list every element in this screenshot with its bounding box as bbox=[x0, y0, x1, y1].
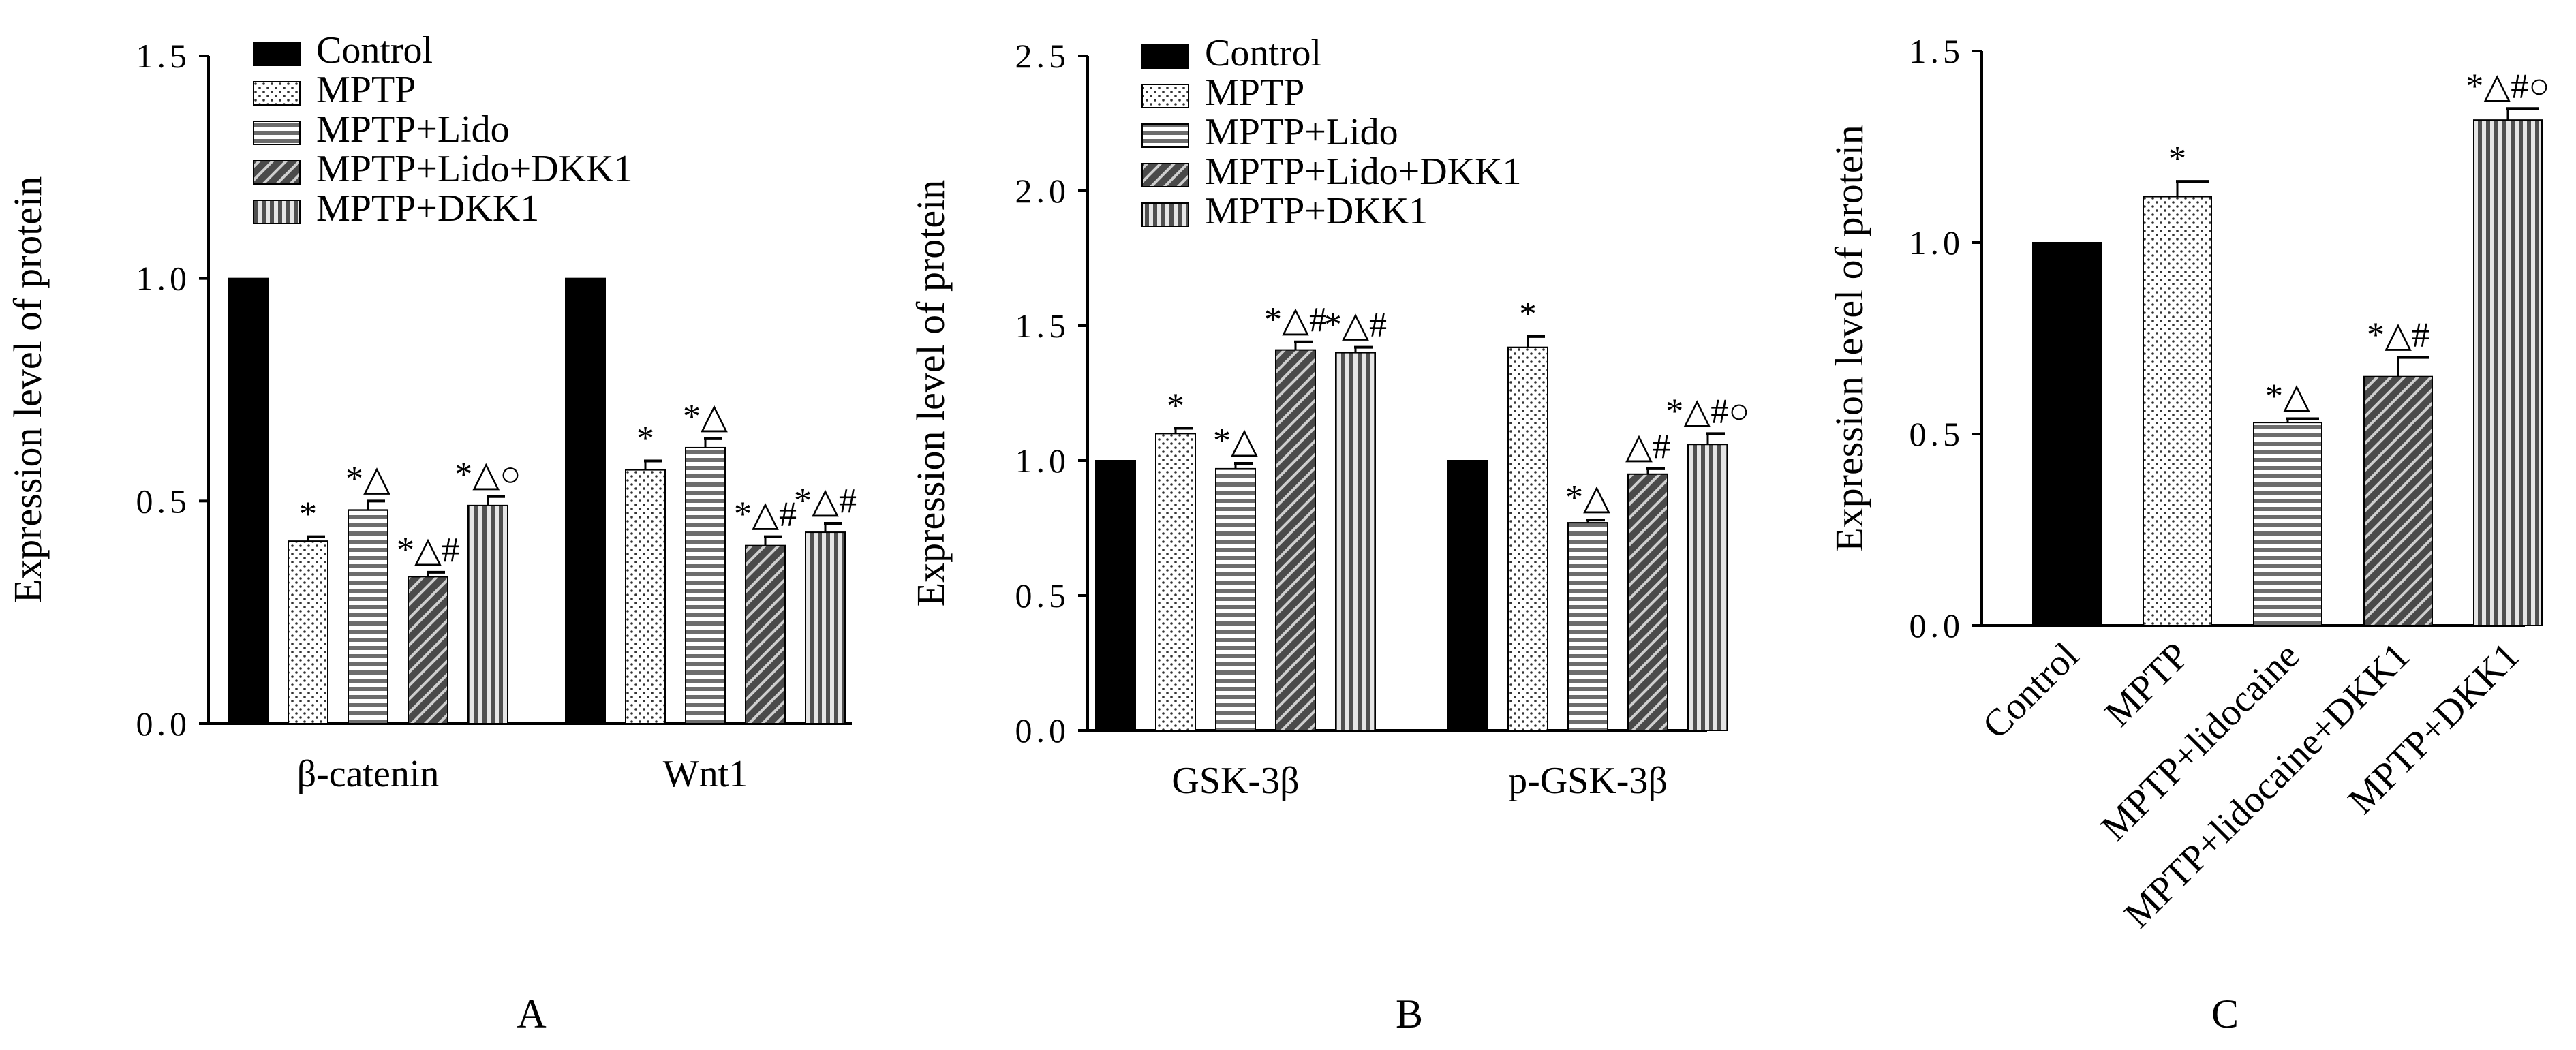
panel-a-significance-label: *△# bbox=[734, 495, 797, 534]
panel-a-bar bbox=[348, 509, 388, 725]
panel-b-legend-swatch bbox=[1141, 163, 1189, 187]
panel-a-bar bbox=[565, 277, 606, 724]
panel-b-y-tick-label: 0.0 bbox=[1015, 711, 1071, 750]
panel-b-y-axis-title: Expression level of protein bbox=[908, 180, 953, 607]
panel-b-category-label: p-GSK-3β bbox=[1508, 760, 1668, 802]
panel-b-bar bbox=[1507, 346, 1548, 731]
panel-a-bar bbox=[228, 277, 269, 724]
panel-c-category-label: MPTP+lidocaine bbox=[2093, 634, 2307, 849]
panel-b-bar bbox=[1335, 352, 1376, 731]
panel-b-bar bbox=[1275, 349, 1316, 731]
panel-b-legend-label: Control bbox=[1205, 32, 1321, 74]
panel-b-bar bbox=[1155, 433, 1196, 732]
chart-panel-b: 0.0 0.5 1.0 1.5 2.0 2.5 Expression level of pr… bbox=[908, 32, 1750, 802]
panel-a-y-tick-label: 1.0 bbox=[136, 260, 191, 298]
panel-a-bar bbox=[467, 504, 508, 724]
panel-b-legend-swatch bbox=[1141, 44, 1189, 69]
panel-a-significance-label: *△# bbox=[794, 482, 857, 521]
panel-c-y-tick-label: 0.5 bbox=[1910, 415, 1965, 453]
panel-a-significance-label: *△# bbox=[397, 531, 459, 570]
panel-c-significance-label: *△#○ bbox=[2466, 67, 2549, 106]
panel-b-legend-label: MPTP bbox=[1205, 72, 1304, 114]
panel-c-category-label: MPTP bbox=[2097, 634, 2197, 735]
panel-b-legend-swatch bbox=[1141, 123, 1189, 148]
panel-c-category-label: Control bbox=[1974, 634, 2087, 747]
panel-b-legend-swatch bbox=[1141, 202, 1189, 227]
panel-letter-a: A bbox=[517, 991, 546, 1036]
panel-b-significance-label: *△ bbox=[1213, 422, 1258, 461]
panel-b-significance-label: * bbox=[1167, 386, 1184, 425]
panel-b-y-tick-label: 2.5 bbox=[1015, 37, 1071, 75]
panel-b-y-tick-label: 2.0 bbox=[1015, 172, 1071, 210]
panel-a-significance-label: *△ bbox=[346, 459, 390, 498]
panel-c-significance-label: * bbox=[2168, 140, 2186, 179]
panel-b-bar bbox=[1215, 467, 1256, 731]
panel-a-legend-label: MPTP+Lido bbox=[316, 108, 510, 151]
panel-b-significance-label: △# bbox=[1625, 427, 1670, 466]
panel-b-significance-label: * bbox=[1519, 295, 1537, 334]
panel-c-bar bbox=[2032, 242, 2102, 626]
panel-b-legend-label: MPTP+DKK1 bbox=[1205, 190, 1428, 232]
panel-b-y-tick-label: 1.5 bbox=[1015, 307, 1071, 345]
panel-c-y-axis-title: Expression level of protein bbox=[1827, 125, 1871, 552]
panel-a-bar bbox=[805, 531, 846, 724]
panel-b-bar bbox=[1627, 473, 1668, 731]
chart-panel-a: 0.0 0.5 1.0 1.5 Expression level of protein *… bbox=[5, 29, 857, 795]
panel-c-y-tick-label: 1.0 bbox=[1910, 223, 1965, 262]
panel-a-legend-label: MPTP+DKK1 bbox=[316, 187, 539, 230]
panel-b-y-tick-label: 1.0 bbox=[1015, 442, 1071, 480]
panel-c-bar bbox=[2253, 422, 2322, 626]
panel-a-legend-swatch bbox=[253, 81, 301, 106]
panel-c-significance-label: *△# bbox=[2367, 316, 2429, 355]
panel-a-bar bbox=[288, 540, 328, 725]
panel-b-significance-label: *△# bbox=[1324, 306, 1387, 345]
panel-a-category-label: Wnt1 bbox=[663, 753, 748, 795]
panel-letter-b: B bbox=[1396, 991, 1423, 1036]
panel-b-bar bbox=[1687, 444, 1728, 731]
panel-b-significance-label: *△# bbox=[1264, 300, 1327, 339]
panel-a-legend-swatch bbox=[253, 42, 301, 66]
panel-a-legend-swatch bbox=[253, 160, 301, 185]
panel-a-bar bbox=[745, 544, 786, 725]
panel-b-significance-label: *△#○ bbox=[1666, 392, 1749, 431]
panel-b-legend-label: MPTP+Lido bbox=[1205, 111, 1398, 153]
panel-a-significance-label: *△ bbox=[683, 397, 728, 436]
panel-a-significance-label: * bbox=[637, 420, 654, 459]
panel-b-legend-label: MPTP+Lido+DKK1 bbox=[1205, 151, 1522, 193]
panel-c-y-tick-label: 1.5 bbox=[1910, 32, 1965, 70]
chart-panel-c: 0.0 0.5 1.0 1.5 Expression level of protein C… bbox=[1827, 32, 2550, 936]
panel-c-significance-label: *△ bbox=[2265, 377, 2310, 416]
panel-a-category-label: β-catenin bbox=[297, 753, 440, 795]
panel-c-y-tick-label: 0.0 bbox=[1910, 606, 1965, 645]
panel-b-bar bbox=[1095, 460, 1136, 731]
panel-letter-c: C bbox=[2211, 991, 2239, 1036]
panel-b-bar bbox=[1567, 522, 1608, 732]
panel-a-legend-label: MPTP+Lido+DKK1 bbox=[316, 148, 633, 190]
panel-c-bar bbox=[2473, 119, 2543, 627]
panel-a-bar bbox=[408, 576, 448, 725]
panel-a-y-tick-label: 0.5 bbox=[136, 482, 191, 520]
panel-a-significance-label: *△○ bbox=[455, 455, 521, 494]
panel-c-bar bbox=[2143, 196, 2212, 626]
panel-b-bar bbox=[1447, 460, 1488, 731]
panel-a-legend-swatch bbox=[253, 121, 301, 145]
panel-b-legend-swatch bbox=[1141, 84, 1189, 108]
panel-b-category-label: GSK-3β bbox=[1171, 760, 1299, 802]
panel-a-legend-swatch bbox=[253, 200, 301, 224]
panel-b-y-tick-label: 0.5 bbox=[1015, 576, 1071, 615]
panel-a-significance-label: * bbox=[299, 495, 317, 534]
panel-c-bar bbox=[2363, 375, 2433, 626]
panel-a-bar bbox=[625, 469, 666, 724]
panel-a-legend-label: Control bbox=[316, 29, 433, 72]
panel-a-y-axis-title: Expression level of protein bbox=[5, 176, 50, 604]
panel-b-significance-label: *△ bbox=[1565, 478, 1610, 517]
panel-a-bar bbox=[685, 446, 726, 725]
panel-a-legend-label: MPTP bbox=[316, 69, 416, 111]
panel-a-y-tick-label: 1.5 bbox=[136, 37, 191, 75]
panel-a-y-tick-label: 0.0 bbox=[136, 705, 191, 743]
